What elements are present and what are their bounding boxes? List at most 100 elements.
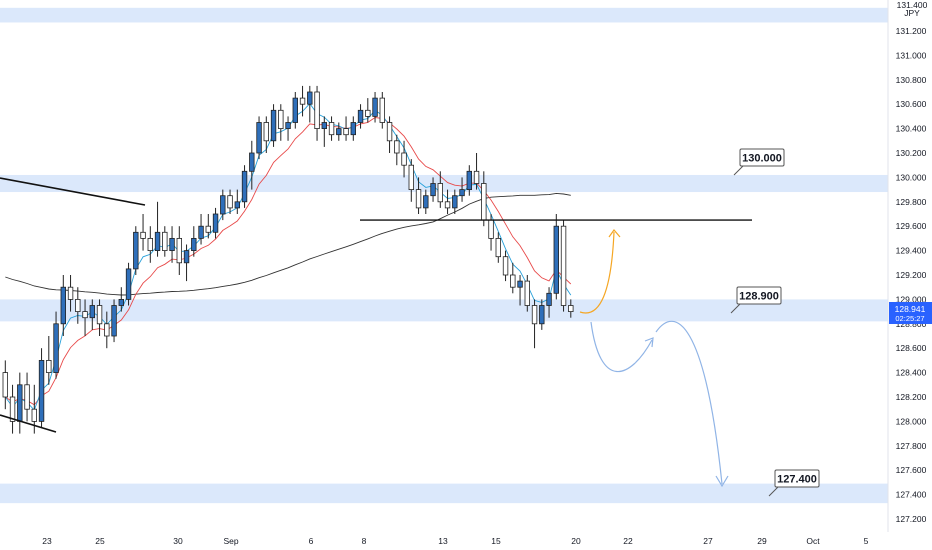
drawings[interactable]: 130.000 128.900 127.400 [0,148,820,497]
candle[interactable] [198,225,204,239]
candle[interactable] [263,122,269,142]
candle[interactable] [321,122,327,129]
candle[interactable] [437,183,443,203]
price-tick-label: 131.200 [896,26,927,36]
candle[interactable] [401,152,407,166]
candle[interactable] [2,372,8,398]
candle[interactable] [423,195,429,209]
candle[interactable] [314,91,320,129]
candle[interactable] [292,97,298,123]
candle[interactable] [169,237,175,251]
candle[interactable] [510,274,516,288]
candle[interactable] [249,152,255,172]
candle[interactable] [502,256,509,276]
candle[interactable] [495,237,501,258]
candle[interactable] [89,305,95,319]
candle[interactable] [357,109,364,123]
candle[interactable] [408,164,414,190]
candle[interactable] [24,384,30,410]
candle[interactable] [111,305,117,337]
bearish-projection-path-1[interactable] [590,321,653,373]
candle[interactable] [147,237,153,251]
candle[interactable] [82,311,88,319]
candle[interactable] [31,408,37,422]
candle[interactable] [560,225,567,306]
candle[interactable] [104,323,110,337]
candle[interactable] [430,183,436,197]
price-tick-label: 129.000 [896,294,927,304]
candle[interactable] [154,231,161,252]
callout-box [736,286,782,305]
candle[interactable] [212,213,219,233]
candle[interactable] [53,323,59,373]
candle[interactable] [328,122,335,136]
candle[interactable] [38,359,45,422]
zone-band [0,7,888,23]
candle[interactable] [372,97,378,117]
candle[interactable] [481,183,487,221]
candle[interactable] [227,195,233,209]
candle[interactable] [256,122,262,154]
candle[interactable] [183,250,190,264]
candle[interactable] [96,305,103,325]
candle[interactable] [17,384,23,422]
bearish-projection-path-2[interactable] [655,320,723,485]
candle[interactable] [162,231,168,252]
candle[interactable] [220,195,226,215]
candle[interactable] [133,231,139,270]
candle[interactable] [488,219,494,239]
candle[interactable] [343,128,349,136]
candle[interactable] [386,122,393,142]
candle[interactable] [307,91,313,105]
candle[interactable] [415,189,422,209]
price-axis[interactable]: 131.400 131.200 131.000 130.800 130.600 130.4… [887,0,932,550]
candle[interactable] [568,305,574,312]
candle[interactable] [270,109,277,142]
price-callout[interactable]: 128.900 [730,286,782,314]
price-callout[interactable]: 130.000 [733,148,785,176]
candle[interactable] [350,122,356,136]
candle[interactable] [517,280,523,288]
price-callout[interactable]: 127.400 [768,469,820,497]
candle[interactable] [546,292,552,306]
candle[interactable] [473,170,480,184]
zone-band [0,174,888,193]
candle[interactable] [524,280,530,306]
candle[interactable] [118,298,124,306]
lower-trendline[interactable] [0,414,57,433]
candle[interactable] [191,237,197,251]
candle[interactable] [75,298,81,312]
candle[interactable] [466,170,472,191]
candle[interactable] [60,286,66,325]
time-axis[interactable]: 23 25 30 Sep 6 8 13 15 20 22 27 29 Oct 5 [0,532,932,550]
callout-box [739,148,785,167]
candle[interactable] [140,231,146,239]
candle[interactable] [67,286,74,300]
candle[interactable] [278,109,284,130]
candle[interactable] [234,201,240,209]
slow-moving-average-line [5,192,571,296]
candle[interactable] [46,359,52,373]
candlesticks[interactable] [2,85,574,434]
candle[interactable] [459,189,465,197]
candle[interactable] [9,396,16,422]
candle[interactable] [553,225,559,294]
candle[interactable] [379,97,385,123]
candle[interactable] [539,305,545,325]
candle[interactable] [125,268,132,300]
candle[interactable] [285,122,291,129]
candle[interactable] [444,201,451,209]
upper-trendline[interactable] [0,177,146,206]
candle[interactable] [205,225,211,233]
candle[interactable] [299,97,306,105]
candle[interactable] [176,237,182,264]
candle[interactable] [336,128,342,136]
candle[interactable] [365,109,371,117]
candle[interactable] [241,170,248,203]
bullish-projection-path[interactable] [579,231,615,314]
candle[interactable] [531,305,538,325]
candle[interactable] [452,195,458,209]
candle[interactable] [394,140,400,154]
callout-pointer [768,485,780,497]
